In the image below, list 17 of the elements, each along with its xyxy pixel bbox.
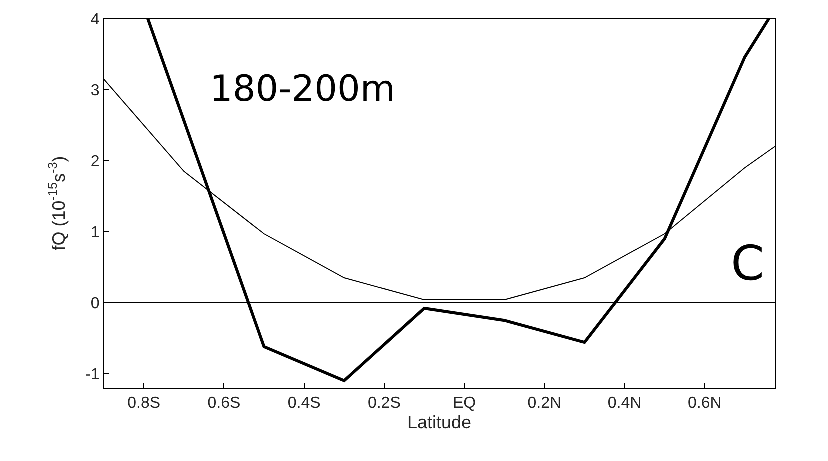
y-tick-label: 1 bbox=[90, 224, 100, 242]
x-tick-label: 0.4N bbox=[608, 395, 642, 412]
y-tick-label: 3 bbox=[90, 82, 100, 100]
annotation: C bbox=[731, 236, 765, 292]
y-tick-label: -1 bbox=[86, 366, 100, 384]
x-tick-label: 0.6N bbox=[688, 395, 722, 412]
y-tick-label: 0 bbox=[90, 295, 100, 312]
x-tick-label: 0.2S bbox=[368, 395, 401, 412]
y-tick-label: 4 bbox=[90, 12, 100, 29]
x-axis-title: Latitude bbox=[407, 412, 472, 432]
x-tick-label: EQ bbox=[452, 395, 476, 412]
x-tick-label: 0.6S bbox=[208, 395, 241, 412]
x-tick-label: 0.8S bbox=[128, 395, 161, 412]
y-tick-label: 2 bbox=[90, 154, 100, 171]
annotation: 180-200m bbox=[210, 69, 396, 110]
x-tick-label: 0.4S bbox=[288, 395, 321, 412]
x-tick-label: 0.2N bbox=[528, 395, 562, 412]
